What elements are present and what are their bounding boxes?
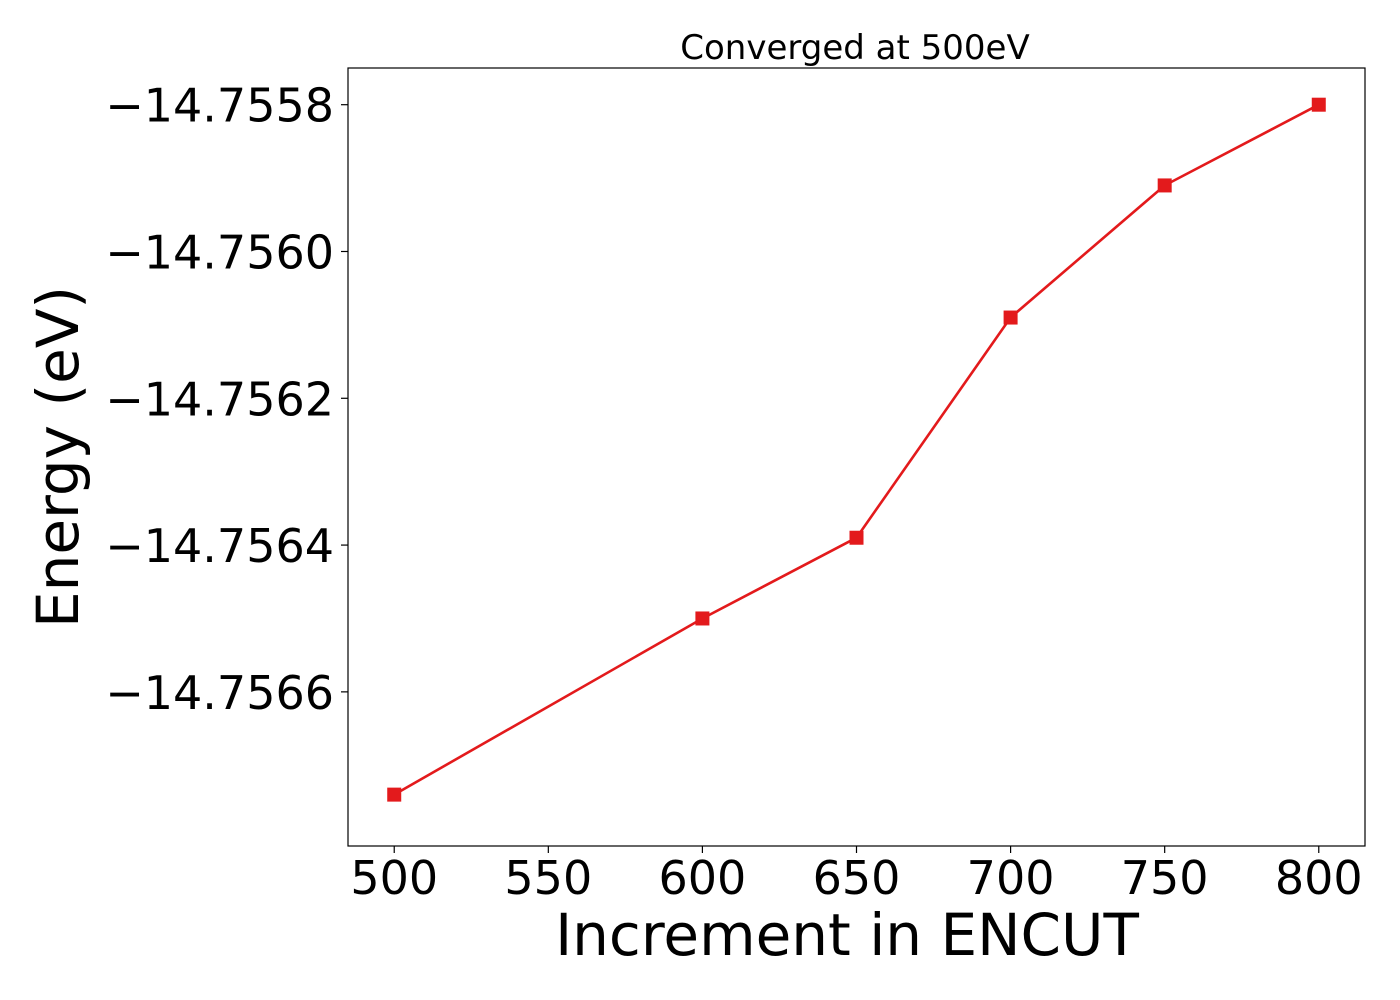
y-axis-label: Energy (eV) (24, 286, 92, 628)
y-tick-label: −14.7560 (105, 225, 334, 279)
x-tick-label: 750 (1121, 851, 1209, 905)
y-tick-label: −14.7564 (105, 519, 334, 573)
x-tick-label: 550 (504, 851, 592, 905)
data-point-marker (387, 787, 402, 802)
y-tick-label: −14.7566 (105, 666, 334, 720)
x-axis-label: Increment in ENCUT (555, 901, 1139, 969)
x-tick-label: 600 (659, 851, 747, 905)
series-layer (387, 97, 1326, 802)
data-point-marker (1311, 97, 1326, 112)
x-axis-ticks: 500 550 600 650 700 750 800 (350, 846, 1363, 905)
y-tick-label: −14.7562 (105, 372, 334, 426)
data-point-marker (849, 530, 864, 545)
plot-area-frame (347, 67, 1366, 847)
y-axis-ticks: −14.7566 −14.7564 −14.7562 −14.7560 −14.7558 (105, 79, 348, 720)
x-tick-label: 700 (967, 851, 1055, 905)
chart-title: Converged at 500eV (680, 28, 1029, 68)
x-tick-label: 500 (350, 851, 438, 905)
series-line (393, 103, 1320, 796)
y-tick-label: −14.7558 (105, 79, 334, 133)
x-tick-label: 800 (1275, 851, 1363, 905)
x-tick-label: 650 (813, 851, 901, 905)
data-point-marker (1157, 178, 1172, 193)
data-point-marker (1003, 310, 1018, 325)
data-point-marker (695, 611, 710, 626)
